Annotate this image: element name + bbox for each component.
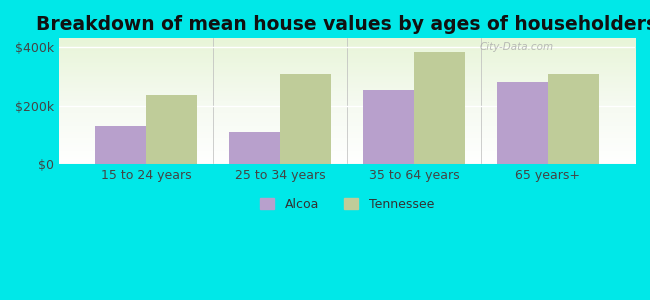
Bar [497,82,548,164]
Bar [95,126,146,164]
Bar [229,132,280,164]
Bar [414,52,465,164]
Text: City-Data.com: City-Data.com [480,42,554,52]
Title: Breakdown of mean house values by ages of householders: Breakdown of mean house values by ages o… [36,15,650,34]
Bar [363,90,414,164]
Bar [548,74,599,164]
Legend: Alcoa, Tennessee: Alcoa, Tennessee [259,198,434,211]
Bar [146,94,197,164]
Bar [280,74,331,164]
